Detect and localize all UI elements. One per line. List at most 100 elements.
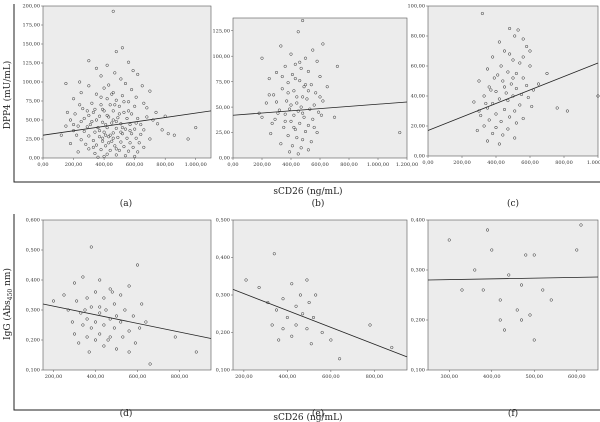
y-tick-label: 125,00	[213, 28, 231, 34]
x-tick-label: 400,00	[95, 162, 113, 168]
regression-line	[42, 303, 212, 339]
y-tick-label: 0,00	[219, 156, 230, 162]
data-point	[303, 83, 308, 87]
data-point	[102, 154, 106, 159]
data-point	[76, 124, 80, 128]
data-point	[296, 152, 300, 156]
data-point	[97, 114, 102, 118]
data-point	[482, 94, 486, 98]
x-tick-label: 400,00	[87, 374, 105, 380]
y-tick-label: 0,300	[411, 268, 425, 274]
data-point	[508, 52, 512, 56]
data-point	[114, 98, 118, 102]
data-point	[482, 124, 486, 128]
data-point	[532, 338, 536, 342]
data-point	[97, 135, 102, 139]
data-point	[131, 69, 135, 73]
data-point	[87, 350, 91, 354]
data-point	[154, 110, 158, 114]
x-tick-label: 1.000,00	[367, 162, 389, 168]
plot-area	[427, 219, 599, 371]
data-point	[286, 81, 290, 85]
data-point	[285, 315, 289, 320]
data-point	[93, 130, 97, 134]
data-point	[494, 112, 498, 116]
data-point	[68, 142, 73, 146]
x-tick-label: 200,00	[453, 160, 471, 166]
data-point	[281, 297, 285, 301]
data-point	[267, 93, 271, 97]
data-point	[490, 248, 494, 252]
scatter-panel-e: 0,100 0,200 0,300 0,400 0,500 200,00 400,00 600…	[216, 218, 408, 419]
regression-line	[427, 62, 599, 131]
data-point	[524, 253, 528, 257]
data-point	[91, 138, 95, 143]
data-point	[108, 103, 112, 107]
data-point	[525, 44, 529, 49]
data-point	[498, 298, 502, 302]
data-point	[282, 125, 286, 129]
data-point	[273, 117, 277, 121]
panel-label: (f)	[508, 408, 518, 419]
data-point	[110, 121, 114, 125]
data-point	[142, 145, 146, 149]
data-point	[77, 341, 81, 345]
y-tick-label: 0,00	[414, 154, 425, 160]
data-point	[65, 110, 69, 114]
data-point	[133, 127, 137, 131]
data-point	[166, 132, 170, 136]
regression-line	[232, 289, 408, 358]
data-point	[113, 71, 117, 75]
data-point	[186, 137, 190, 141]
data-point	[489, 88, 493, 92]
data-point	[301, 95, 305, 99]
x-tick-label: 200,00	[235, 374, 253, 380]
data-point	[480, 11, 484, 16]
data-point	[294, 304, 298, 308]
data-point	[288, 107, 292, 111]
data-point	[89, 245, 93, 249]
data-point	[496, 73, 500, 77]
data-point	[298, 79, 302, 83]
data-point	[116, 116, 120, 120]
data-point	[509, 82, 513, 86]
data-point	[526, 95, 530, 100]
data-point	[194, 126, 198, 130]
y-tick-label: 0,200	[26, 338, 40, 344]
x-tick-label: 1.000,00	[185, 162, 207, 168]
data-point	[447, 238, 451, 242]
data-point	[91, 110, 95, 114]
y-tick-label: 0,600	[26, 218, 40, 224]
x-tick-label: 300,00	[441, 374, 459, 380]
data-point	[497, 40, 501, 44]
data-point	[295, 95, 299, 99]
data-point	[290, 334, 294, 338]
data-point	[136, 72, 140, 76]
data-point	[302, 115, 306, 119]
data-point	[70, 320, 74, 324]
data-point	[301, 19, 305, 23]
x-tick-label: 400,00	[279, 374, 297, 380]
data-point	[286, 134, 290, 138]
data-point	[111, 136, 115, 140]
data-point	[518, 103, 522, 107]
scatter-panel-f: 0,100 0,200 0,300 0,400 300,00 400,00 500,00 60…	[411, 218, 599, 419]
data-point	[120, 94, 124, 98]
data-point	[128, 141, 132, 145]
x-tick-label: 500,00	[526, 374, 544, 380]
data-point	[93, 290, 98, 294]
data-point	[98, 311, 102, 315]
data-point	[102, 344, 106, 348]
data-point	[501, 133, 505, 137]
data-point	[122, 110, 126, 114]
plot-area	[232, 219, 408, 371]
data-point	[295, 136, 299, 140]
y-tick-label: 80,00	[411, 34, 425, 40]
data-point	[75, 133, 79, 137]
y-tick-label: 100,00	[213, 54, 231, 60]
data-point	[127, 329, 131, 333]
data-point	[119, 320, 123, 324]
panel-label: (b)	[312, 198, 325, 209]
data-point	[312, 125, 316, 129]
data-point	[306, 69, 310, 73]
